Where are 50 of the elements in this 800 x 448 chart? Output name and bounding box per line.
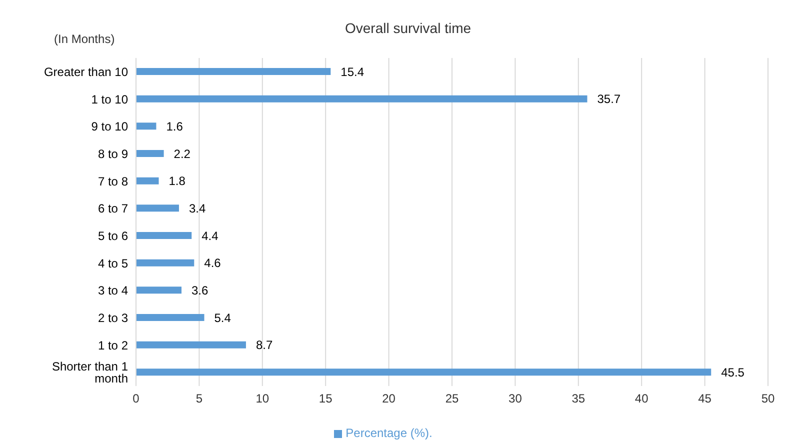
chart-title: Overall survival time	[344, 20, 472, 36]
data-label: 3.6	[192, 283, 209, 298]
y-tick-label: 9 to 10	[91, 120, 128, 134]
x-tick-label: 35	[572, 392, 586, 406]
x-tick-label: 25	[445, 392, 459, 406]
bar	[136, 314, 204, 321]
bar	[136, 286, 182, 294]
data-label: 15.4	[340, 64, 364, 79]
bar	[136, 177, 159, 184]
x-tick-label: 10	[256, 392, 270, 406]
y-tick-label: 8 to 9	[98, 146, 128, 161]
bar	[136, 341, 246, 348]
y-tick-label: 4 to 5	[98, 256, 128, 270]
y-tick-label: 1 to 10	[91, 92, 128, 106]
x-tick-label: 45	[698, 392, 712, 406]
y-tick-label: Shorter than 1 month	[52, 360, 128, 386]
y-tick-label: 3 to 4	[98, 284, 128, 298]
x-tick-label: 15	[318, 392, 333, 406]
x-tick-label: 40	[634, 392, 649, 406]
y-tick-label: 1 to 2	[98, 338, 128, 352]
bar	[136, 368, 712, 376]
bar	[136, 204, 179, 212]
x-tick-label: 0	[132, 392, 140, 406]
x-tick-label: 5	[196, 392, 203, 406]
data-label: 3.4	[188, 201, 206, 216]
y-tick-label: Greater than 10	[44, 64, 128, 79]
data-label: 45.5	[721, 365, 745, 380]
data-label: 8.7	[256, 338, 273, 352]
data-label: 5.4	[214, 310, 232, 325]
data-label: 1.6	[166, 119, 184, 134]
data-label: 1.8	[168, 174, 186, 188]
x-tick-label: 50	[761, 392, 775, 406]
bar	[136, 259, 194, 266]
bar	[136, 68, 331, 75]
bar	[136, 122, 156, 130]
y-tick-label: 7 to 8	[98, 174, 128, 188]
y-tick-label: 2 to 3	[98, 310, 128, 325]
x-tick-label: 30	[508, 392, 522, 406]
data-label: 4.6	[204, 256, 222, 270]
y-axis-title: (In Months)	[54, 32, 115, 46]
data-label: 2.2	[174, 146, 191, 161]
y-tick-label: 6 to 7	[98, 202, 128, 216]
data-label: 35.7	[597, 92, 621, 106]
y-tick-label: 5 to 6	[98, 228, 128, 243]
legend-label: Percentage (%).	[346, 426, 432, 440]
x-tick-label: 20	[382, 392, 396, 406]
data-label: 4.4	[202, 228, 219, 243]
bar	[136, 150, 164, 157]
bar	[136, 232, 192, 239]
bar	[136, 95, 588, 102]
